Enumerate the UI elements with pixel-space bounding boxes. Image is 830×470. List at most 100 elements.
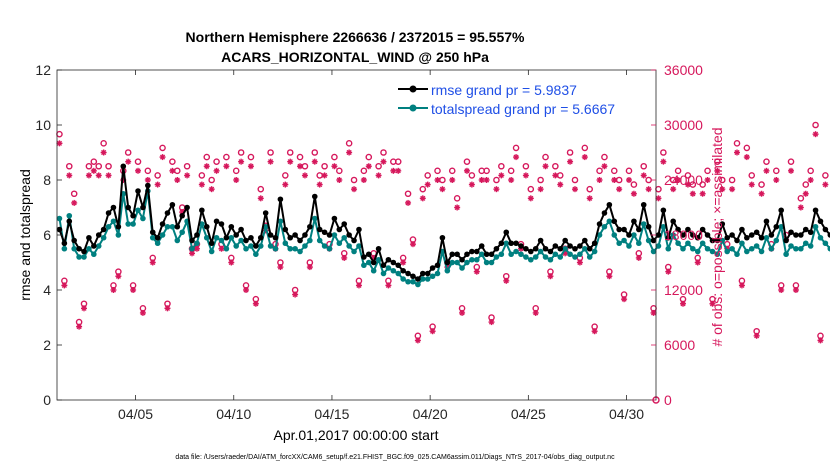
totalspread-point	[719, 237, 726, 244]
obs-assimilated-stroke	[61, 282, 67, 289]
totalspread-point	[208, 248, 215, 255]
obs-assimilated-stroke	[596, 177, 603, 183]
rmse-point	[311, 193, 318, 200]
obs-assimilated-stroke	[808, 177, 814, 183]
obs-assimilated-stroke	[498, 172, 504, 179]
totalspread-point	[390, 267, 397, 274]
obs-assimilated-point	[257, 195, 264, 202]
obs-possible-point	[743, 144, 751, 152]
obs-assimilated-stroke	[292, 291, 298, 298]
rmse-point	[636, 226, 642, 233]
obs-assimilated-stroke	[538, 186, 544, 192]
rmse-point	[753, 229, 760, 236]
totalspread-point	[189, 245, 195, 252]
obs-possible-point	[134, 158, 142, 165]
obs-assimilated-stroke	[650, 310, 657, 316]
totalspread-point	[802, 240, 809, 247]
obs-assimilated-stroke	[312, 159, 318, 165]
obs-assimilated-stroke	[302, 172, 308, 179]
totalspread-point	[567, 251, 573, 258]
rmse-point	[488, 251, 495, 258]
obs-assimilated-stroke	[86, 172, 92, 179]
chart-title-line1: Northern Hemisphere 2266636 / 2372015 = …	[186, 29, 525, 45]
rmse-point	[419, 270, 426, 277]
rmse-point	[758, 234, 765, 241]
obs-assimilated-point	[341, 254, 348, 261]
rmse-point	[253, 243, 259, 249]
rmse-point	[262, 210, 269, 216]
obs-assimilated-point	[130, 287, 137, 293]
obs-assimilated-stroke	[788, 168, 794, 174]
obs-assimilated-point	[144, 177, 151, 183]
obs-assimilated-stroke	[366, 163, 372, 169]
obs-assimilated-stroke	[105, 172, 112, 179]
obs-assimilated-stroke	[626, 177, 632, 183]
rmse-point	[228, 223, 235, 230]
obs-possible-point	[223, 153, 230, 161]
obs-assimilated-point	[76, 323, 83, 330]
obs-possible-point	[380, 149, 387, 156]
obs-assimilated-stroke	[577, 259, 583, 266]
obs-assimilated-stroke	[754, 333, 760, 339]
obs-assimilated-stroke	[91, 168, 97, 174]
obs-assimilated-point	[552, 172, 559, 179]
obs-possible-point	[807, 167, 814, 175]
obs-assimilated-point	[311, 158, 318, 165]
totalspread-point	[159, 232, 166, 238]
obs-assimilated-point	[355, 282, 362, 289]
totalspread-point	[228, 234, 235, 241]
obs-assimilated-stroke	[523, 172, 529, 179]
obs-assimilated-point	[817, 337, 824, 344]
rmse-point	[655, 232, 662, 238]
obs-assimilated-stroke	[380, 159, 387, 165]
obs-possible-point	[198, 172, 206, 179]
obs-assimilated-point	[228, 259, 235, 266]
totalspread-point	[169, 223, 176, 230]
rmse-point	[699, 226, 706, 233]
totalspread-point	[380, 270, 387, 277]
obs-assimilated-stroke	[130, 287, 136, 293]
obs-assimilated-stroke	[351, 186, 357, 192]
totalspread-point	[591, 248, 598, 255]
obs-assimilated-stroke	[704, 177, 711, 183]
totalspread-point	[61, 245, 68, 252]
obs-assimilated-point	[680, 300, 687, 307]
obs-assimilated-stroke	[552, 172, 558, 179]
rmse-point	[444, 259, 451, 266]
totalspread-point	[812, 223, 819, 230]
rmse-point	[429, 265, 436, 271]
totalspread-point	[513, 248, 519, 255]
rmse-point	[478, 243, 485, 249]
obs-assimilated-stroke	[159, 154, 166, 160]
obs-assimilated-point	[640, 172, 647, 179]
chart-title-line2: ACARS_HORIZONTAL_WIND @ 250 hPa	[221, 49, 489, 65]
obs-assimilated-point	[218, 245, 225, 252]
obs-assimilated-point	[675, 177, 682, 183]
obs-possible-point	[802, 181, 810, 188]
obs-possible-point	[419, 185, 427, 193]
obs-possible-point	[105, 162, 112, 170]
rmse-point	[454, 251, 460, 258]
rmse-point	[218, 221, 225, 227]
obs-assimilated-point	[154, 181, 161, 188]
rmse-point	[257, 234, 264, 241]
obs-assimilated-stroke	[425, 181, 431, 188]
totalspread-point	[238, 237, 244, 244]
rmse-point	[81, 248, 87, 255]
obs-assimilated-stroke	[631, 191, 637, 197]
rmse-point	[601, 210, 608, 216]
totalspread-point	[665, 245, 672, 252]
obs-possible-point	[625, 167, 633, 175]
obs-assimilated-point	[184, 172, 191, 179]
obs-assimilated-point	[630, 190, 637, 197]
rmse-point	[380, 262, 387, 269]
rmse-point	[189, 237, 195, 244]
rmse-point	[469, 248, 475, 255]
obs-assimilated-point	[189, 250, 196, 257]
obs-assimilated-point	[321, 172, 328, 179]
rmse-point	[827, 232, 830, 238]
rmse-point	[557, 245, 564, 252]
rmse-point	[734, 237, 740, 244]
totalspread-point	[798, 245, 804, 252]
rmse-point	[66, 218, 73, 225]
